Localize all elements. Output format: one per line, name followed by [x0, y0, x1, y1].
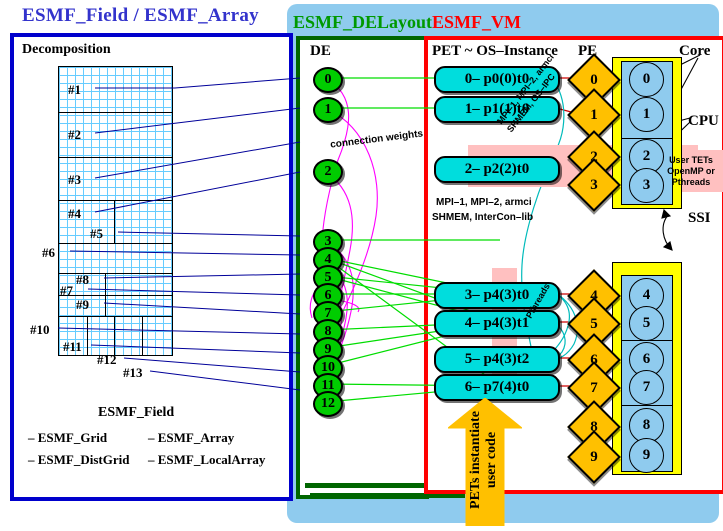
core-node[interactable]: 1 [629, 97, 664, 132]
field-legend-item: – ESMF_DistGrid [28, 452, 130, 467]
de-node[interactable]: 1 [313, 97, 343, 123]
field-legend-item: – ESMF_Grid [28, 430, 108, 445]
decomposition-block: #7 [60, 283, 73, 298]
core-node[interactable]: 9 [629, 438, 664, 473]
user-tets-callout: User TETs OpenMP or Pthreads [660, 155, 722, 188]
core-node[interactable]: 0 [629, 62, 664, 97]
de-node[interactable]: 12 [313, 391, 343, 417]
transport-label-2: SHMEM, InterCon–lib [432, 212, 534, 223]
ssi-callout-label: SSI [688, 210, 711, 226]
delayout-shadow [305, 483, 465, 488]
decomposition-block: #13 [123, 365, 143, 380]
core-column-header: Core [679, 43, 711, 59]
decomposition-block: #3 [68, 172, 81, 187]
de-node[interactable]: 0 [313, 67, 343, 93]
pe-label: 3 [590, 176, 598, 193]
pet-node[interactable]: 2– p2(2)t0 [434, 156, 560, 183]
decomposition-block: #6 [42, 245, 55, 260]
decomposition-label: Decomposition [22, 42, 111, 57]
decomposition-block: #10 [30, 322, 50, 337]
decomposition-block: #9 [76, 297, 89, 312]
decomposition-block: #8 [76, 272, 89, 287]
page-title-vm: ESMF_VM [432, 12, 521, 32]
decomposition-block: #11 [63, 339, 82, 354]
field-legend-item: – ESMF_Array [148, 430, 235, 445]
delayout-shadow [310, 493, 465, 498]
de-column-header: DE [310, 43, 331, 59]
decomposition-block: #12 [97, 352, 117, 367]
decomposition-block: #5 [90, 226, 103, 241]
page-title-delayout: ESMF_DELayout [293, 12, 433, 32]
pet-column-header: PET ~ OS–Instance [432, 43, 558, 59]
core-node[interactable]: 7 [629, 370, 664, 405]
user-tets-line-2: OpenMP or [667, 166, 715, 176]
pet-node[interactable]: 4– p4(3)t1 [434, 310, 560, 337]
decomposition-block: #2 [68, 127, 81, 142]
field-legend-item: – ESMF_LocalArray [148, 452, 266, 467]
pet-node[interactable]: 6– p7(4)t0 [434, 374, 560, 401]
pe-label: 9 [590, 448, 598, 465]
transport-label-1: MPI–1, MPI–2, armci [436, 197, 532, 208]
field-legend-heading: ESMF_Field [98, 405, 175, 420]
user-tets-line-3: Pthreads [671, 177, 711, 187]
core-node[interactable]: 3 [629, 168, 664, 203]
page-title-field: ESMF_Field / ESMF_Array [22, 5, 259, 26]
decomposition-block: #4 [68, 206, 81, 221]
pets-instantiate-arrow: PETs instantiate user code [446, 397, 524, 527]
pe-label: 1 [590, 106, 598, 123]
pet-node[interactable]: 0– p0(0)t0 [434, 66, 560, 93]
pet-node[interactable]: 5– p4(3)t2 [434, 346, 560, 373]
decomposition-block: #1 [68, 82, 81, 97]
arrow-text: PETs instantiate user code [468, 411, 499, 509]
de-node[interactable]: 2 [313, 159, 343, 185]
cpu-callout-label: CPU [688, 113, 719, 129]
core-node[interactable]: 5 [629, 306, 664, 341]
user-tets-line-1: User TETs [669, 155, 713, 165]
